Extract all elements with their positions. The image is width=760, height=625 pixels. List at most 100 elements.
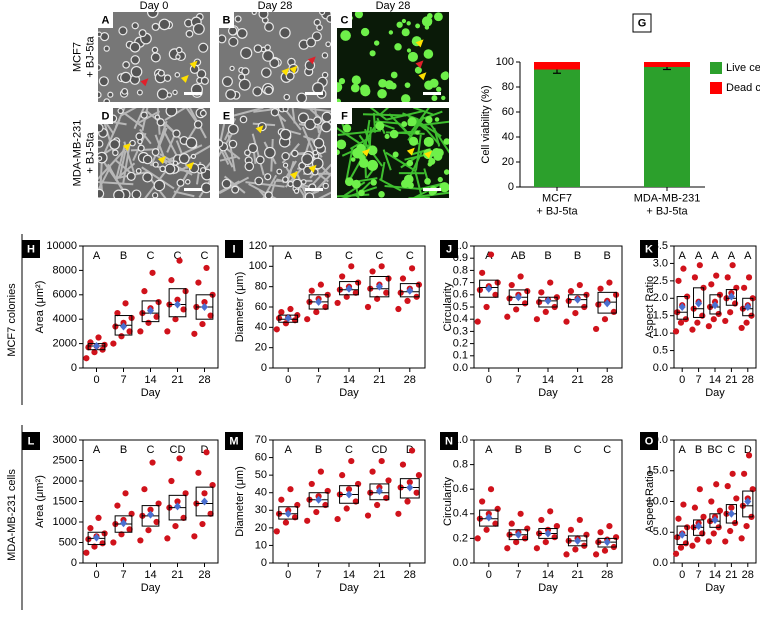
cell bbox=[322, 182, 329, 190]
column-header: Day 28 bbox=[258, 0, 293, 12]
mean-marker bbox=[544, 296, 552, 305]
y-tick-label: 50 bbox=[255, 469, 267, 481]
x-axis-label: Day bbox=[141, 387, 161, 399]
panel-letter-box bbox=[640, 240, 658, 258]
data-point bbox=[278, 308, 285, 316]
data-point bbox=[91, 349, 98, 356]
cell bbox=[164, 163, 176, 175]
cell bbox=[320, 121, 331, 133]
panel-letter: D bbox=[102, 110, 110, 122]
mean-marker bbox=[574, 536, 582, 545]
group-letter: B bbox=[315, 444, 322, 456]
cell-body bbox=[248, 183, 277, 198]
cell bbox=[321, 111, 331, 123]
mean-marker bbox=[93, 342, 100, 351]
group-letter: C bbox=[345, 444, 353, 456]
cell bbox=[228, 139, 238, 149]
bar-segment bbox=[644, 67, 690, 187]
cell-body bbox=[133, 108, 145, 130]
y-tick-label: 10 bbox=[255, 539, 267, 551]
x-tick-label: 0 bbox=[486, 374, 492, 386]
data-point bbox=[593, 551, 600, 558]
cell bbox=[431, 95, 438, 102]
cell-body bbox=[171, 172, 189, 198]
y-tick-label: 0 bbox=[71, 362, 77, 374]
mean-marker bbox=[678, 303, 686, 311]
data-point bbox=[542, 308, 549, 315]
panel-letter-box bbox=[98, 12, 113, 28]
arrowhead bbox=[186, 161, 195, 170]
data-point bbox=[689, 326, 696, 333]
arrowhead bbox=[157, 155, 166, 164]
cell bbox=[344, 177, 354, 187]
x-tick-label: 14 bbox=[343, 374, 355, 386]
cell bbox=[356, 143, 366, 154]
arrowhead bbox=[122, 142, 131, 151]
data-point bbox=[369, 268, 376, 275]
data-point bbox=[727, 309, 734, 316]
cell bbox=[225, 88, 237, 100]
group-letter: BC bbox=[707, 444, 722, 456]
cell bbox=[199, 109, 207, 117]
box bbox=[709, 294, 721, 315]
data-point bbox=[399, 275, 407, 282]
y-tick-label: 8000 bbox=[53, 264, 77, 276]
arrowhead bbox=[255, 125, 264, 134]
x-tick-label: 21 bbox=[171, 569, 183, 581]
scale-bar bbox=[184, 92, 202, 95]
mean-marker bbox=[574, 295, 582, 304]
cell bbox=[166, 92, 173, 98]
data-point bbox=[404, 498, 411, 505]
panel-letter-box bbox=[225, 240, 243, 258]
group-letter: B bbox=[695, 444, 702, 456]
group-letter: D bbox=[744, 444, 752, 456]
mean-marker bbox=[147, 510, 154, 519]
data-point bbox=[710, 530, 717, 537]
data-point bbox=[395, 305, 402, 313]
box bbox=[399, 478, 420, 499]
cell bbox=[121, 87, 129, 95]
data-point bbox=[203, 449, 210, 456]
box bbox=[742, 297, 754, 317]
data-point bbox=[479, 269, 486, 276]
panel-letter-box bbox=[632, 13, 652, 33]
mean-marker bbox=[603, 299, 611, 308]
y-tick-label: 80 bbox=[255, 281, 267, 293]
x-tick-label: 14 bbox=[542, 569, 554, 581]
group-letter: B bbox=[544, 444, 551, 456]
y-axis-label: Area (μm²) bbox=[34, 281, 46, 334]
cell-body bbox=[311, 174, 331, 195]
y-tick-label: 70 bbox=[255, 434, 267, 446]
data-point bbox=[745, 452, 753, 459]
mean-marker bbox=[485, 513, 493, 522]
cell bbox=[326, 14, 331, 23]
data-point bbox=[572, 310, 579, 317]
x-axis-label: Day bbox=[538, 387, 558, 399]
data-point bbox=[153, 518, 160, 526]
cell bbox=[311, 31, 322, 42]
cell bbox=[172, 160, 179, 166]
data-point bbox=[694, 319, 701, 326]
data-point bbox=[369, 468, 376, 475]
data-point bbox=[567, 288, 575, 295]
cell bbox=[312, 149, 319, 156]
cell bbox=[140, 111, 148, 119]
cell bbox=[270, 108, 280, 117]
data-point bbox=[727, 527, 734, 535]
cell bbox=[360, 86, 371, 97]
cell bbox=[109, 139, 121, 150]
mean-marker bbox=[120, 322, 127, 331]
cell bbox=[103, 45, 110, 52]
cell bbox=[228, 36, 239, 47]
data-point bbox=[182, 490, 189, 497]
bar-segment bbox=[534, 69, 580, 187]
cell bbox=[240, 46, 253, 60]
data-point bbox=[378, 263, 385, 270]
y-axis-label: Diameter (μm) bbox=[234, 272, 246, 343]
cell bbox=[297, 112, 309, 124]
y-tick-label: 0.3 bbox=[453, 325, 468, 337]
micrograph-content bbox=[219, 12, 331, 102]
cell bbox=[406, 159, 414, 167]
cell-body bbox=[310, 163, 331, 187]
